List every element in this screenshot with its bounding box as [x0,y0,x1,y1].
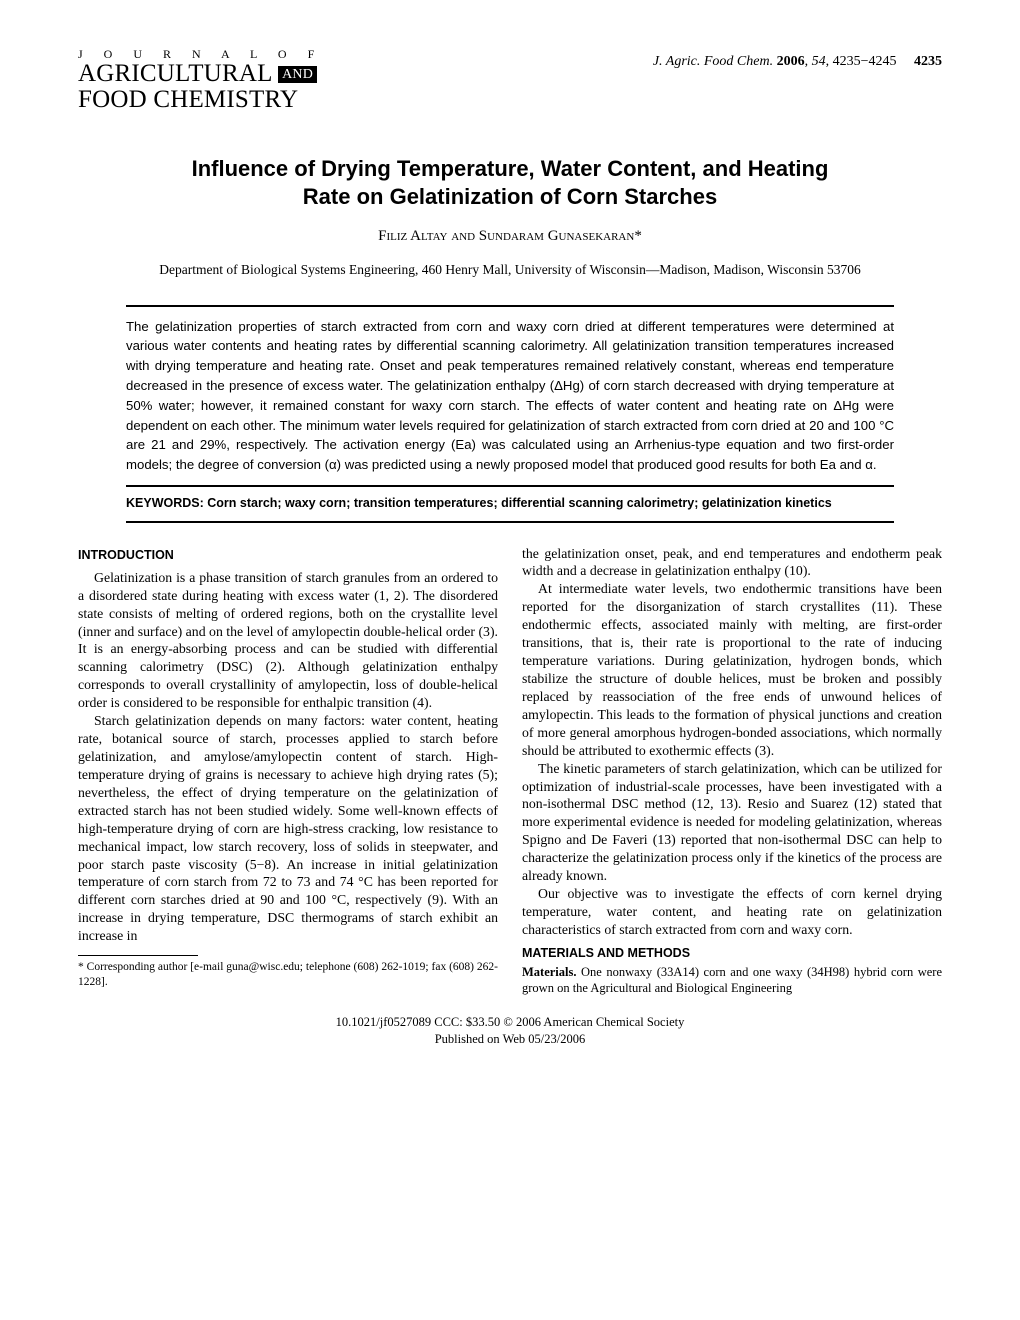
title-line-0: Influence of Drying Temperature, Water C… [192,156,829,181]
col2-paragraph-4: Our objective was to investigate the eff… [522,885,942,939]
agricultural-and-line: AGRICULTURAL AND [78,61,323,87]
intro-paragraph-1: Gelatinization is a phase transition of … [78,569,498,712]
keywords-label: KEYWORDS: [126,496,204,510]
page-number: 4235 [914,54,942,69]
footnote-rule [78,955,198,956]
intro-paragraph-2: Starch gelatinization depends on many fa… [78,712,498,945]
footer: 10.1021/jf0527089 CCC: $33.50 © 2006 Ame… [78,1014,942,1047]
materials-paragraph-1: Materials. One nonwaxy (33A14) corn and … [522,965,942,996]
running-head: J. Agric. Food Chem. 2006, 54, 4235−4245… [653,48,942,70]
abstract: The gelatinization properties of starch … [126,305,894,487]
corresponding-author-footnote: * Corresponding author [e-mail guna@wisc… [78,960,498,990]
introduction-heading: INTRODUCTION [78,547,498,563]
agricultural-text: AGRICULTURAL [78,60,272,87]
page: J O U R N A L O F AGRICULTURAL AND FOOD … [0,0,1020,1320]
col2-paragraph-2: At intermediate water levels, two endoth… [522,580,942,759]
materials-text: One nonwaxy (33A14) corn and one waxy (3… [522,965,942,995]
header-row: J O U R N A L O F AGRICULTURAL AND FOOD … [78,48,942,113]
title-line-1: Rate on Gelatinization of Corn Starches [303,184,717,209]
affiliation: Department of Biological Systems Enginee… [150,261,870,279]
article-title: Influence of Drying Temperature, Water C… [160,155,860,210]
col2-paragraph-3: The kinetic parameters of starch gelatin… [522,760,942,885]
footer-line-2: Published on Web 05/23/2006 [435,1032,586,1046]
and-box: AND [278,66,317,83]
page-range: 4235−4245 [833,54,897,69]
authors: Filiz Altay and Sundaram Gunasekaran* [78,228,942,245]
footer-line-1: 10.1021/jf0527089 CCC: $33.50 © 2006 Ame… [336,1015,685,1029]
year: 2006 [777,54,805,69]
materials-heading: MATERIALS AND METHODS [522,945,942,961]
col2-paragraph-1: the gelatinization onset, peak, and end … [522,545,942,581]
food-chemistry-text: FOOD CHEMISTRY [78,87,323,113]
keywords-box: KEYWORDS: Corn starch; waxy corn; transi… [126,487,894,523]
volume: 54 [812,54,826,69]
keywords: Corn starch; waxy corn; transition tempe… [207,496,831,510]
journal-logo: J O U R N A L O F AGRICULTURAL AND FOOD … [78,48,323,113]
body-columns: INTRODUCTION Gelatinization is a phase t… [78,545,942,997]
journal-abbrev: J. Agric. Food Chem. [653,54,773,69]
